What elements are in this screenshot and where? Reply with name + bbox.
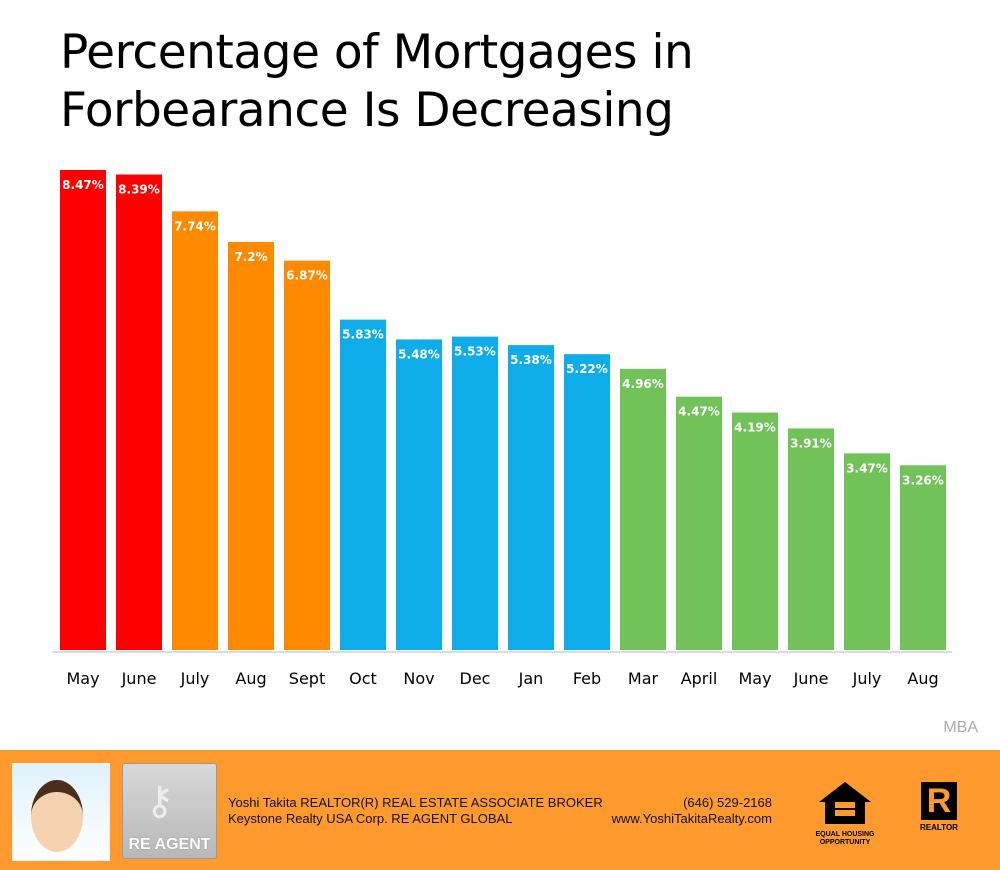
- bar: [508, 345, 554, 650]
- data-label: 6.87%: [286, 269, 328, 283]
- title-line-1: Percentage of Mortgages in: [60, 25, 694, 80]
- x-tick-label: June: [793, 669, 829, 688]
- bar: [452, 336, 498, 650]
- equal-housing-logo: EQUAL HOUSING OPPORTUNITY: [815, 780, 875, 847]
- data-label: 3.26%: [902, 473, 944, 487]
- data-label: 3.91%: [790, 436, 832, 450]
- bar: [60, 170, 106, 650]
- chart-title: Percentage of Mortgages in Forbearance I…: [60, 24, 694, 140]
- x-tick-label: Sept: [289, 669, 325, 688]
- x-tick-label: Aug: [907, 669, 938, 688]
- data-label: 3.47%: [846, 461, 888, 475]
- data-label: 5.53%: [454, 345, 496, 359]
- x-tick-label: Dec: [460, 669, 491, 688]
- data-label: 4.96%: [622, 377, 664, 391]
- x-tick-label: July: [180, 669, 210, 688]
- agent-company: Keystone Realty USA Corp. RE AGENT GLOBA…: [228, 811, 513, 826]
- x-tick-label: June: [121, 669, 157, 688]
- x-tick-label: Aug: [235, 669, 266, 688]
- bar: [396, 339, 442, 650]
- realtor-r-icon: R: [921, 782, 957, 820]
- bar: [732, 412, 778, 650]
- x-tick-label: April: [681, 669, 718, 688]
- bar: [788, 428, 834, 650]
- data-label: 8.47%: [62, 178, 104, 192]
- bar: [116, 174, 162, 651]
- keys-icon: ⚷: [145, 779, 175, 823]
- data-label: 5.22%: [566, 362, 608, 376]
- data-label: 7.74%: [174, 219, 216, 233]
- bar: [172, 211, 218, 650]
- x-tick-label: Mar: [628, 669, 659, 688]
- data-label: 7.2%: [234, 250, 267, 264]
- bar: [284, 260, 330, 650]
- data-label: 5.83%: [342, 328, 384, 342]
- house-icon: [819, 782, 871, 824]
- bar: [564, 354, 610, 650]
- data-label: 8.39%: [118, 183, 160, 197]
- realtor-logo: R REALTOR: [920, 782, 958, 832]
- source-label: MBA: [943, 719, 978, 736]
- footer: ⚷ RE AGENT Yoshi Takita REALTOR(R) REAL E…: [0, 750, 1000, 870]
- x-tick-label: Feb: [573, 669, 601, 688]
- data-label: 4.19%: [734, 421, 776, 435]
- x-tick-label: Oct: [349, 669, 377, 688]
- bar: [228, 241, 274, 650]
- data-label: 5.48%: [398, 347, 440, 361]
- bar: [620, 368, 666, 650]
- data-label: 4.47%: [678, 405, 720, 419]
- x-tick-label: May: [738, 669, 771, 688]
- re-agent-logo: ⚷ RE AGENT: [122, 763, 217, 859]
- title-line-2: Forbearance Is Decreasing: [60, 83, 674, 138]
- bar: [340, 319, 386, 650]
- bar: [676, 396, 722, 650]
- bar-chart: 8.47% May 8.39% June 7.74% July 7.2% Aug 6.87% Se…: [52, 170, 952, 688]
- data-label: 5.38%: [510, 353, 552, 367]
- phone: (646) 529-2168: [683, 795, 772, 810]
- bar: [844, 453, 890, 650]
- x-tick-label: Jan: [518, 669, 544, 688]
- x-tick-label: May: [66, 669, 99, 688]
- bar: [900, 465, 946, 650]
- agent-name: Yoshi Takita REALTOR(R) REAL ESTATE ASSO…: [228, 795, 603, 810]
- x-tick-label: July: [852, 669, 882, 688]
- x-tick-label: Nov: [403, 669, 434, 688]
- agent-caricature: [12, 763, 110, 861]
- website-link[interactable]: www.YoshiTakitaRealty.com: [611, 811, 772, 826]
